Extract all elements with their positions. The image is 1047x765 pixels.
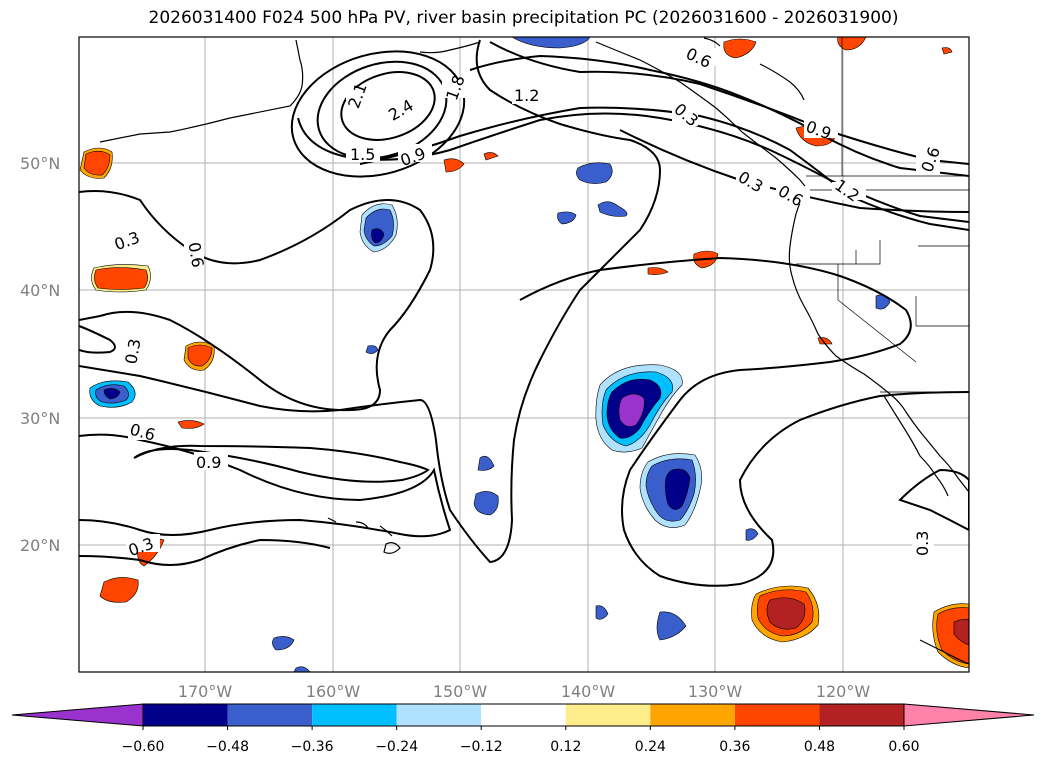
contour-label: 2.4 <box>385 95 417 124</box>
neg-blob-13 <box>595 605 609 620</box>
colorbar-swatch <box>565 704 651 726</box>
coastlines <box>99 37 969 665</box>
colorbar-tick-label: −0.24 <box>375 739 418 755</box>
lon-label: 150°W <box>433 682 488 701</box>
pv-contour-0.3-west-2 <box>79 325 116 354</box>
pv-contour-1.2 <box>469 54 969 177</box>
lat-label: 30°N <box>20 409 60 428</box>
colorbar-tick-label: 0.12 <box>550 739 581 755</box>
lon-label: 130°W <box>688 682 743 701</box>
colorbar-tick-label: −0.48 <box>206 739 249 755</box>
pos-blob-15 <box>483 152 499 161</box>
precip-anomaly-fills <box>79 37 969 672</box>
neg-blob-17 <box>293 666 311 672</box>
colorbar-swatch <box>312 704 397 726</box>
contour-label: 0.6 <box>775 181 807 210</box>
plot-frame <box>78 36 970 673</box>
lat-axis-labels: 50°N 40°N 30°N 20°N <box>20 154 60 555</box>
colorbar-tick-label: 0.60 <box>888 739 919 755</box>
plot-area: 2.4 2.1 1.8 1.5 1.2 0.9 0.6 0.3 0.6 0.9 … <box>79 37 969 672</box>
pv-contour-1.5 <box>297 112 969 223</box>
colorbar-tick-label: 0.36 <box>719 739 750 755</box>
pos-blob-12 <box>443 158 465 173</box>
pv-contour-2.1 <box>316 60 448 160</box>
lon-label: 170°W <box>178 682 233 701</box>
contour-label: 0.9 <box>196 453 221 472</box>
pos-blob-6 <box>99 577 139 603</box>
pv-contours <box>79 39 969 587</box>
colorbar-swatch <box>819 704 904 726</box>
contour-label: 1.2 <box>514 86 539 105</box>
pv-contour-0.3-south <box>79 538 331 566</box>
map-title: 2026031400 F024 500 hPa PV, river basin … <box>148 8 899 28</box>
colorbar-swatch <box>143 704 228 726</box>
colorbar-swatch <box>396 704 482 726</box>
colorbar-extend-low <box>11 703 144 727</box>
colorbar-tick-label: −0.12 <box>460 739 503 755</box>
neg-blob-10 <box>656 611 687 641</box>
neg-blob-7 <box>557 211 577 225</box>
contour-label: 2.1 <box>344 80 371 110</box>
pv-contour-0.6-west <box>79 433 452 538</box>
contour-label: 1.2 <box>831 175 863 205</box>
lon-label: 160°W <box>306 682 361 701</box>
colorbar-tick-label: 0.24 <box>635 739 666 755</box>
pos-blob-10 <box>837 37 867 51</box>
gridlines <box>79 37 969 672</box>
neg-blob-8 <box>473 491 499 516</box>
contour-label: 0.3 <box>121 337 144 365</box>
contour-label: 0.6 <box>184 241 207 269</box>
pos-blob-8 <box>723 38 757 59</box>
lon-label: 120°W <box>816 682 871 701</box>
neg-blob-14 <box>745 528 759 541</box>
colorbar-tick-label: −0.60 <box>122 739 165 755</box>
colorbar-tick-label: 0.48 <box>804 739 835 755</box>
lat-label: 20°N <box>20 536 60 555</box>
pv-contour-2.4 <box>340 71 436 141</box>
colorbar-swatch <box>227 704 313 726</box>
contour-label: 0.3 <box>913 531 932 556</box>
lon-axis-labels: 170°W 160°W 150°W 140°W 130°W 120°W <box>178 682 871 701</box>
neg-blob-11 <box>272 636 295 651</box>
colorbar-tick-label: −0.36 <box>291 739 334 755</box>
pv-contour-plume <box>79 39 662 564</box>
contour-label: 0.3 <box>735 167 767 196</box>
neg-blob-6 <box>597 201 628 217</box>
contour-label: 1.5 <box>350 145 375 164</box>
pos-blob-17 <box>941 47 953 55</box>
neg-blob-5 <box>576 162 613 184</box>
pos-blob-14 <box>647 267 669 275</box>
contour-labels: 2.4 2.1 1.8 1.5 1.2 0.9 0.6 0.3 0.6 0.9 … <box>112 44 944 560</box>
lat-label: 50°N <box>20 154 60 173</box>
neg-blob-9 <box>477 455 495 471</box>
pv-contour-0.9-west <box>133 444 430 483</box>
colorbar-frame <box>142 703 905 727</box>
lat-label: 40°N <box>20 281 60 300</box>
pos-blob-13 <box>177 420 205 429</box>
colorbar-swatch <box>481 704 566 726</box>
neg-blob-12 <box>511 37 591 49</box>
colorbar-extend-high <box>903 703 1035 727</box>
neg-blob-16 <box>365 345 379 354</box>
colorbar-swatch <box>734 704 820 726</box>
pv-contour-0.6-north <box>489 41 969 165</box>
colorbar-swatch <box>650 704 735 726</box>
pv-contour-0.3-southeast <box>898 468 969 532</box>
colorbar: −0.60 −0.48 −0.36 −0.24 −0.12 0.12 0.24 0.36 0.4… <box>11 703 1035 755</box>
lon-label: 140°W <box>561 682 616 701</box>
pv-contour-0.3-center <box>519 256 969 587</box>
